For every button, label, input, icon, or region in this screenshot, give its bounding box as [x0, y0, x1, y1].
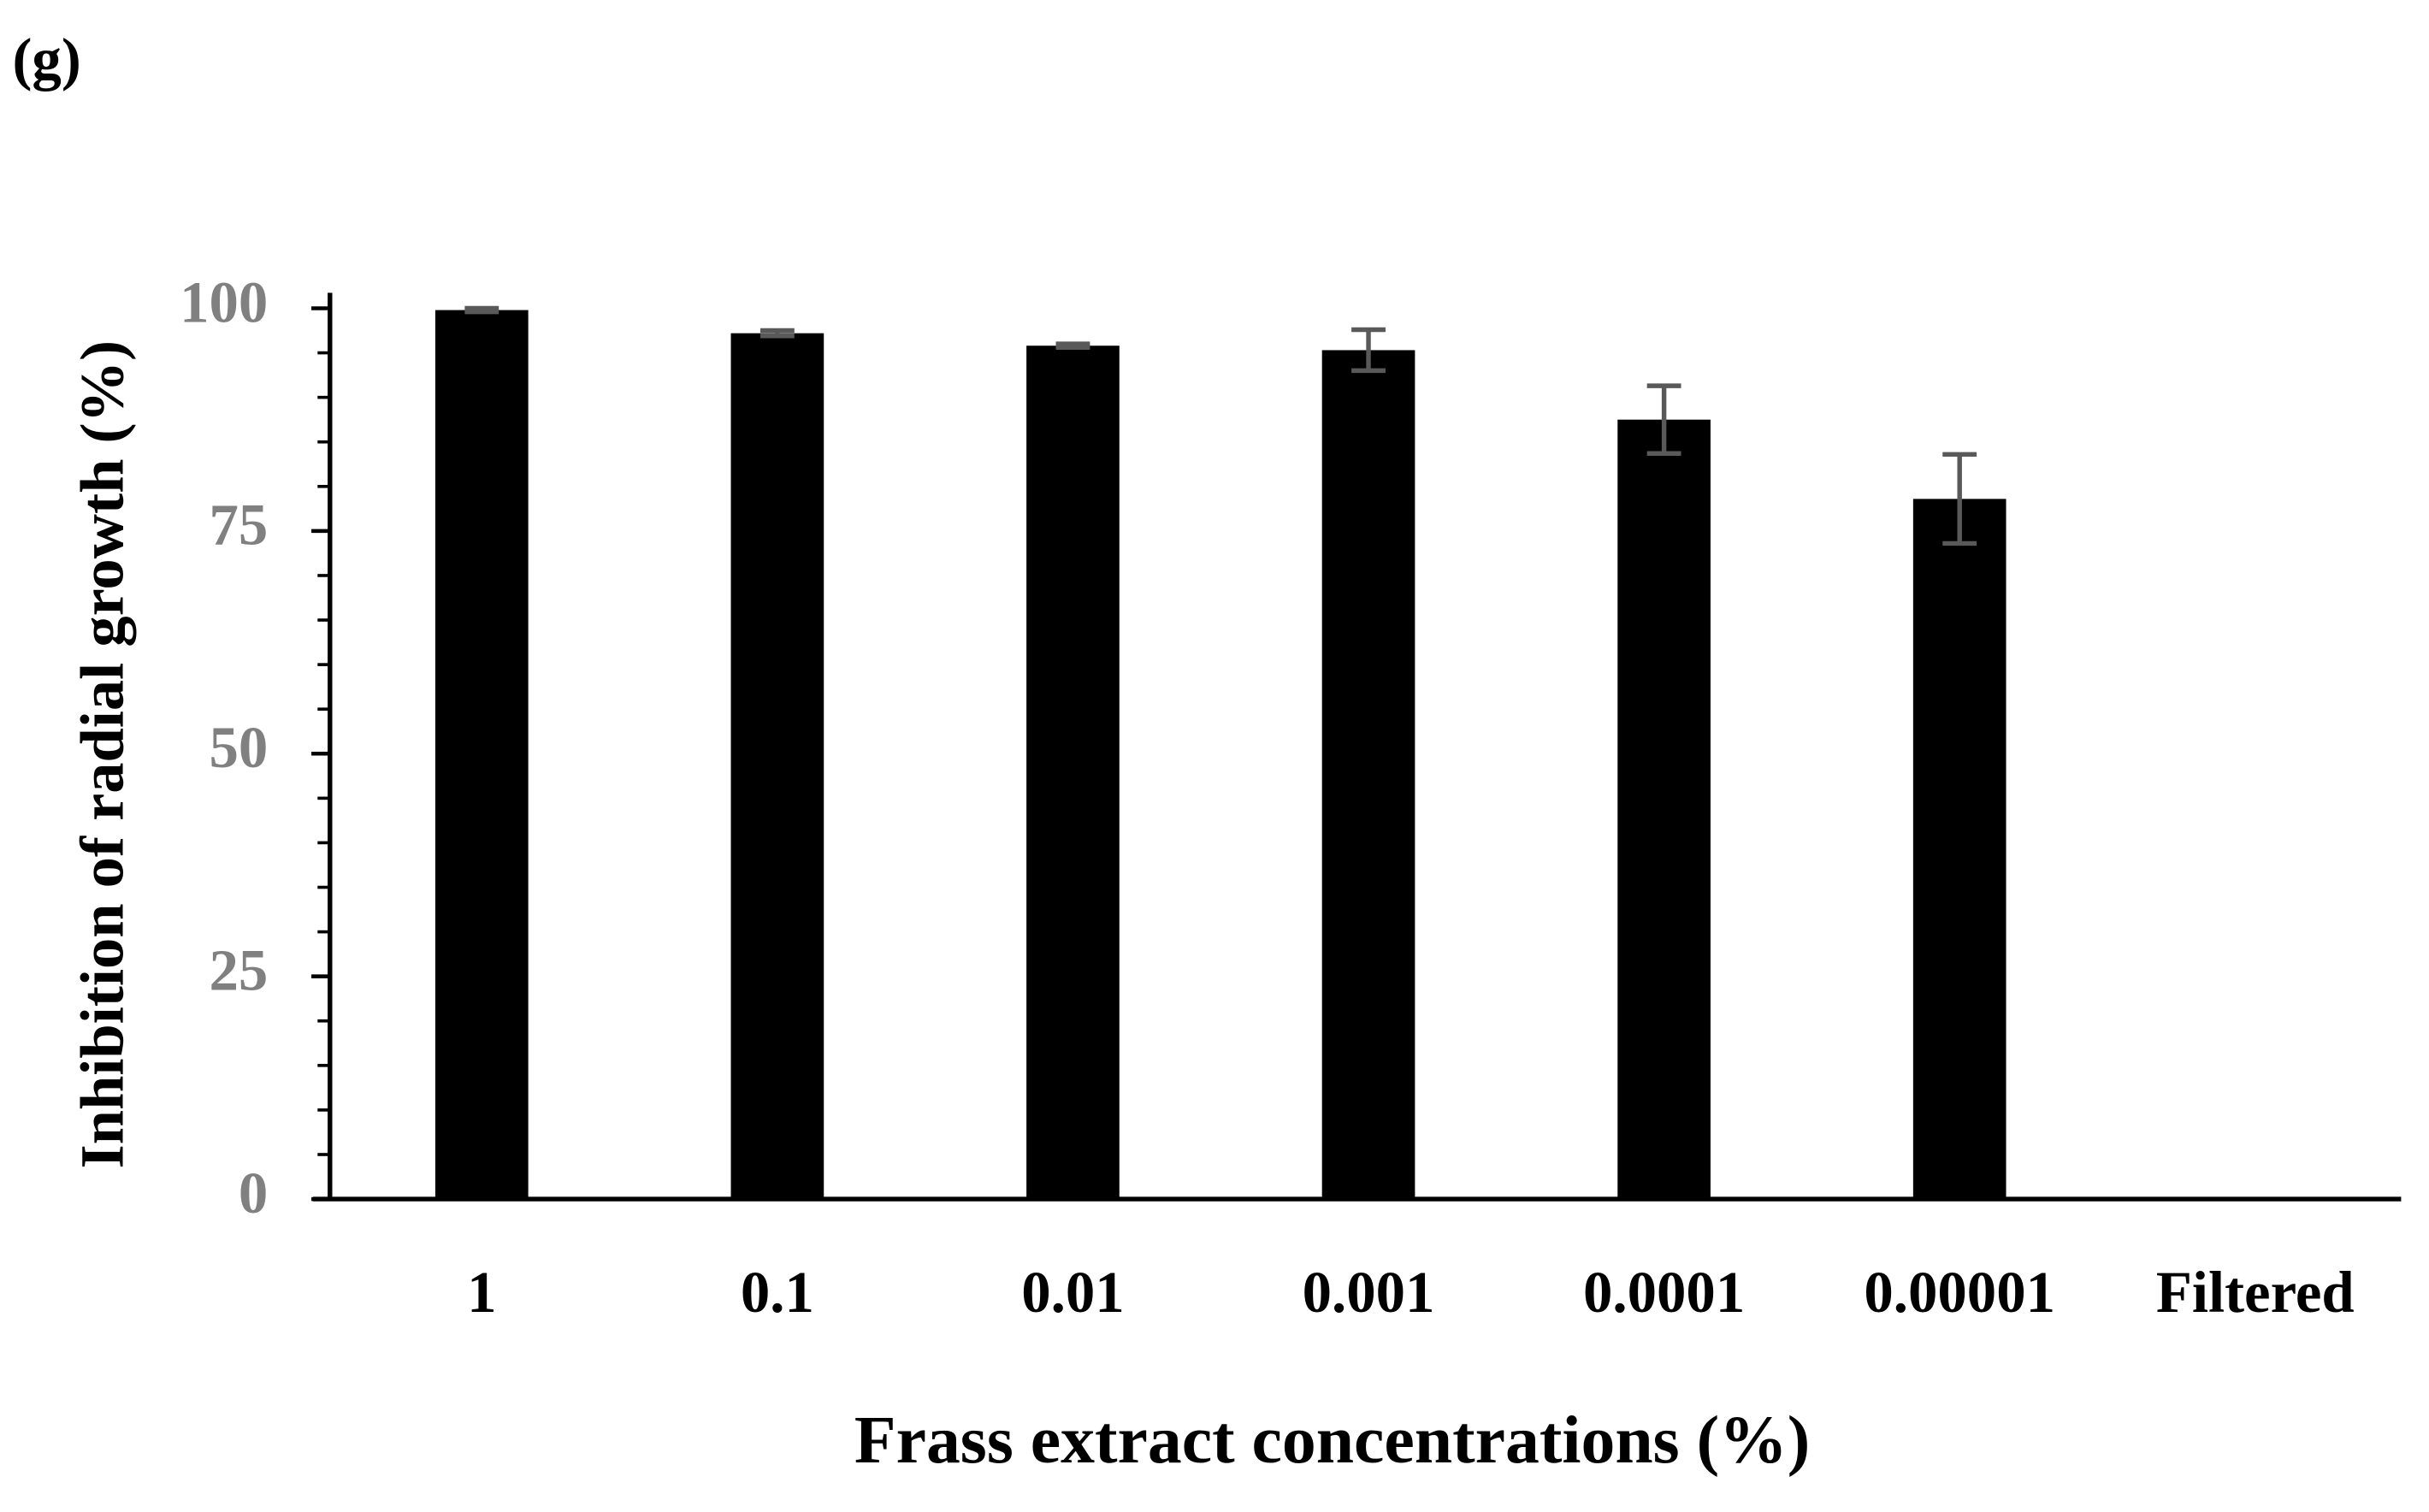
bar [1617, 419, 1711, 1200]
x-tick-label: 0.01 [1021, 1260, 1124, 1325]
x-tick-label: 0.001 [1303, 1260, 1435, 1325]
x-tick-label: Filtered [2156, 1260, 2355, 1325]
y-tick-label: 100 [180, 269, 268, 334]
x-tick-label: 0.1 [741, 1260, 814, 1325]
bar [1026, 346, 1120, 1200]
y-axis-title: Inhibition of radial growth (%) [67, 340, 136, 1169]
panel-label: (g) [12, 27, 80, 92]
y-tick-label: 25 [210, 937, 269, 1002]
y-tick-label: 0 [239, 1161, 268, 1226]
x-tick-label: 0.00001 [1864, 1260, 2055, 1325]
x-tick-label: 0.0001 [1583, 1260, 1745, 1325]
y-tick-label: 50 [210, 715, 269, 780]
y-tick-label: 75 [210, 493, 269, 558]
bar [730, 333, 824, 1200]
x-tick-label: 1 [467, 1260, 496, 1325]
bar [434, 310, 529, 1200]
bar [1321, 350, 1415, 1200]
bar [1912, 499, 2006, 1200]
x-axis-title: Frass extract concentrations (%) [854, 1403, 1810, 1478]
